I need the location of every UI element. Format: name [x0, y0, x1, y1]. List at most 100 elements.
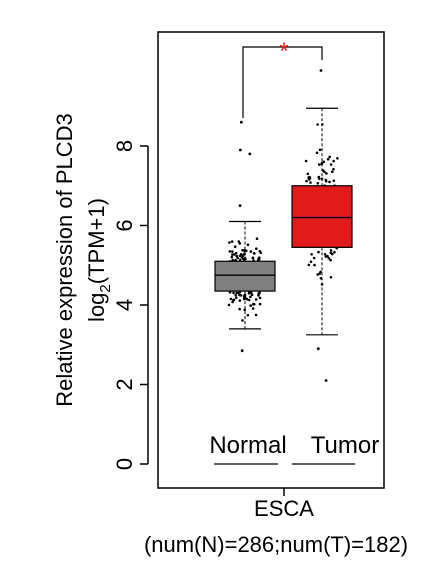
normal-point [236, 256, 239, 260]
tumor-point [323, 253, 327, 256]
tumor-point [323, 170, 326, 173]
normal-point [249, 250, 253, 253]
tumor-point [320, 161, 324, 165]
y-axis-label-2: log2(TPM+1) [84, 198, 114, 322]
normal-point [254, 247, 258, 250]
y-tick-label-0: 0 [112, 458, 137, 470]
normal-point [259, 251, 263, 254]
y-label-rest: (TPM+1) [84, 198, 109, 284]
x-axis-sublabel: (num(N)=286;num(T)=182) [144, 532, 408, 557]
tumor-point [333, 251, 336, 254]
normal-point [238, 254, 242, 258]
normal-point [241, 319, 244, 322]
tumor-point [306, 172, 310, 176]
tumor-point [325, 172, 328, 175]
normal-point [232, 298, 235, 302]
tumor-point [310, 253, 313, 256]
tumor-point [307, 263, 311, 267]
tumor-point [327, 256, 331, 260]
y-tick-label-2: 2 [112, 378, 137, 390]
tumor-point [332, 167, 335, 171]
normal-outlier [238, 204, 242, 208]
normal-point [227, 303, 231, 307]
tumor-point [307, 178, 311, 181]
normal-point [243, 308, 246, 312]
normal-point [254, 313, 258, 317]
normal-point [249, 295, 252, 299]
tumor-point [318, 148, 322, 152]
tumor-point [315, 151, 319, 155]
group-label-tumor: Tumor [311, 432, 379, 459]
tumor-point [329, 258, 332, 262]
normal-point [231, 258, 234, 262]
tumor-point [313, 263, 316, 267]
tumor-point [309, 181, 312, 184]
normal-point [238, 242, 242, 245]
normal-point [235, 254, 239, 258]
normal-point [234, 251, 238, 255]
normal-outlier [248, 152, 252, 156]
normal-point [252, 252, 256, 255]
normal-point [241, 254, 245, 258]
tumor-point [326, 254, 329, 258]
tumor-point [312, 256, 316, 260]
normal-point [257, 294, 260, 297]
significance-bracket [242, 46, 323, 118]
tumor-point [332, 159, 335, 163]
normal-point [250, 293, 254, 297]
normal-point [258, 296, 262, 300]
tumor-point [329, 163, 333, 166]
x-axis-label: ESCA [254, 496, 314, 521]
normal-point [228, 250, 232, 253]
normal-box [214, 260, 276, 292]
group-label-normal: Normal [209, 432, 286, 459]
tumor-point [305, 179, 308, 183]
tumor-point [326, 157, 330, 161]
normal-point [246, 313, 250, 317]
normal-point [258, 302, 262, 306]
boxes-layer [214, 107, 353, 336]
normal-point [238, 258, 242, 262]
tumor-outlier [316, 347, 320, 351]
tumor-point [328, 180, 331, 184]
normal-outlier [239, 120, 243, 124]
significance-star: * [279, 38, 288, 65]
normal-outlier [240, 349, 244, 353]
y-tick-label-6: 6 [112, 219, 137, 231]
y-label-sub: 2 [97, 284, 114, 292]
normal-point [247, 298, 251, 302]
normal-point [239, 293, 242, 297]
normal-point [252, 303, 256, 306]
tumor-point [316, 123, 319, 126]
normal-point [230, 255, 234, 259]
normal-point [233, 245, 237, 248]
normal-point [245, 297, 249, 301]
normal-point [229, 297, 233, 301]
normal-point [228, 241, 231, 244]
normal-point [257, 257, 261, 261]
tumor-point [317, 175, 321, 179]
tumor-point [336, 157, 339, 160]
y-label-log: log [84, 293, 109, 322]
normal-point [238, 307, 241, 311]
normal-point [251, 256, 255, 260]
tumor-point [317, 250, 320, 254]
normal-point [235, 291, 238, 295]
normal-point [255, 237, 259, 240]
tumor-box [291, 185, 353, 248]
tumor-point [331, 170, 334, 174]
plot-frame [157, 31, 385, 489]
normal-point [230, 240, 234, 243]
normal-point [231, 250, 234, 253]
tumor-point [304, 159, 308, 163]
tumor-point [316, 182, 320, 185]
normal-point [251, 307, 255, 310]
normal-outlier [239, 148, 242, 152]
normal-point [238, 299, 242, 302]
y-axis-label: Relative expression of PLCD3 [52, 113, 77, 406]
tumor-point [328, 155, 332, 159]
y-axis-label-line1: Relative expression of PLCD3 [52, 113, 77, 406]
normal-point [246, 243, 250, 246]
normal-point [254, 298, 258, 301]
normal-point [241, 249, 244, 252]
